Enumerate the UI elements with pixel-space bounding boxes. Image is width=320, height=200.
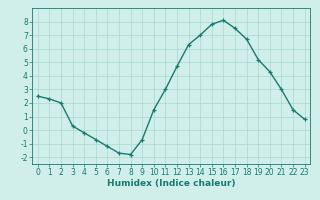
X-axis label: Humidex (Indice chaleur): Humidex (Indice chaleur) bbox=[107, 179, 236, 188]
